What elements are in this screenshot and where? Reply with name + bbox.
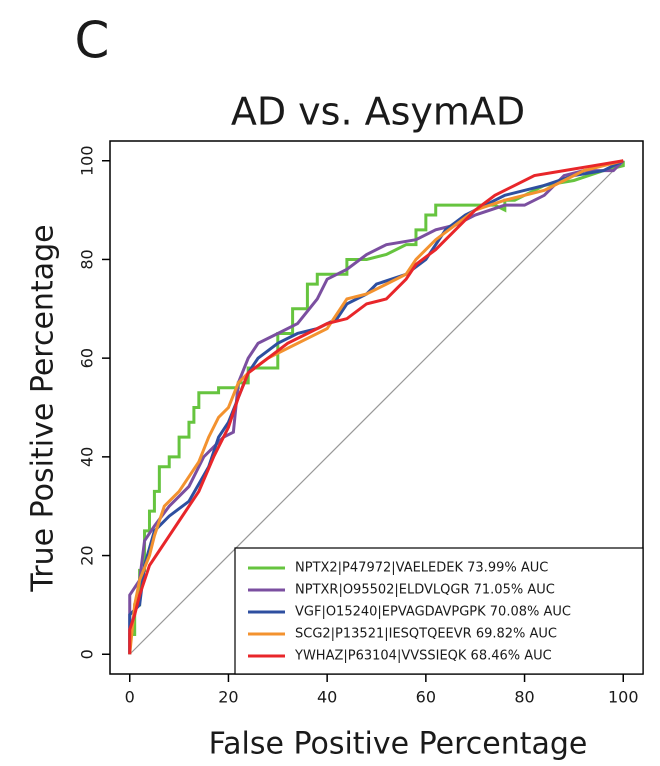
y-tick-label: 20 xyxy=(78,545,97,565)
x-tick-label: 80 xyxy=(514,688,534,707)
panel-label: C xyxy=(75,12,110,70)
x-tick-label: 20 xyxy=(218,688,238,707)
legend-label: VGF|O15240|EPVAGDAVPGPK 70.08% AUC xyxy=(295,605,571,620)
roc-curve xyxy=(128,159,625,655)
x-tick-label: 60 xyxy=(416,688,436,707)
x-tick-label: 100 xyxy=(608,688,639,707)
y-tick-label: 40 xyxy=(78,447,97,467)
legend-label: SCG2|P13521|IESQTQEEVR 69.82% AUC xyxy=(295,627,557,642)
y-tick-label: 100 xyxy=(78,145,97,176)
x-tick-label: 0 xyxy=(125,688,135,707)
roc-curve xyxy=(128,159,624,655)
x-tick-label: 40 xyxy=(317,688,337,707)
y-tick-label: 0 xyxy=(78,649,97,659)
legend-label: YWHAZ|P63104|VVSSIEQK 68.46% AUC xyxy=(294,649,552,664)
reference-diagonal xyxy=(129,160,624,655)
y-axis-label: True Positive Percentage xyxy=(26,224,61,592)
legend-box xyxy=(234,547,644,675)
roc-curve xyxy=(128,159,624,655)
legend-label: NPTXR|O95502|ELDVLQGR 71.05% AUC xyxy=(295,583,555,598)
roc-curve xyxy=(128,160,625,655)
chart-title: AD vs. AsymAD xyxy=(231,90,525,134)
y-tick-label: 60 xyxy=(78,348,97,368)
x-axis-label: False Positive Percentage xyxy=(209,727,588,762)
y-tick-label: 80 xyxy=(78,249,97,269)
legend-label: NPTX2|P47972|VAELEDEK 73.99% AUC xyxy=(295,561,548,576)
roc-curve xyxy=(128,159,624,655)
